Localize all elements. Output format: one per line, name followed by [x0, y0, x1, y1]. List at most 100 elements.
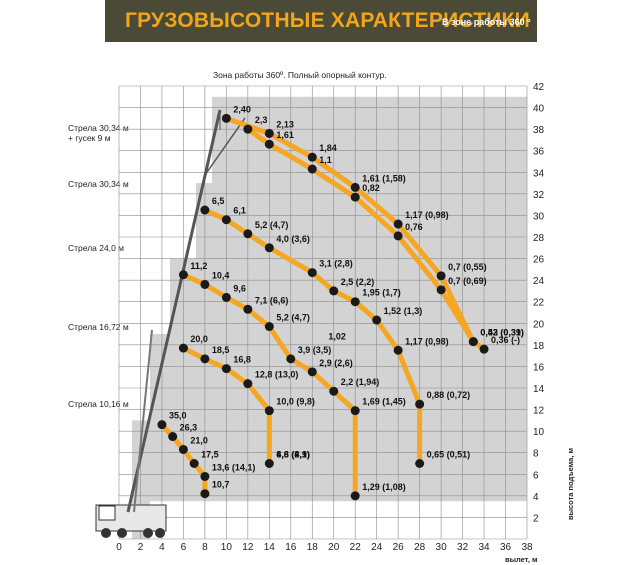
value-label: 5,2 (4,7) [276, 313, 310, 323]
value-label: 21,0 [190, 435, 208, 445]
boom-label-30: Стрела 30,34 м [68, 179, 129, 189]
y-tick-label: 12 [533, 406, 545, 417]
value-label: 2,5 (2,2) [341, 277, 375, 287]
value-label: 1,61 (1,58) [362, 173, 406, 183]
x-tick-label: 2 [138, 542, 144, 553]
data-point [350, 297, 360, 307]
value-label: 2,13 [276, 119, 294, 129]
value-label: 0,7 (0,69) [448, 276, 487, 286]
x-tick-label: 20 [328, 542, 340, 553]
work-zone-caption: Зона работы 360º. Полный опорный контур. [213, 70, 387, 80]
value-label: 1,84 [319, 143, 337, 153]
value-label: 6,5 [212, 196, 225, 206]
data-point [221, 364, 231, 374]
boom-label-30-jib: Стрела 30,34 м + гусек 9 м [68, 123, 129, 143]
x-tick-label: 32 [457, 542, 469, 553]
value-label: 0,7 (0,55) [448, 262, 487, 272]
x-tick-label: 10 [221, 542, 233, 553]
y-axis-label: высота подъема, м [566, 447, 575, 520]
data-point [329, 286, 339, 296]
value-label: 0,43 (0,31) [480, 328, 524, 338]
value-label: 10,7 [212, 480, 230, 490]
x-tick-label: 28 [414, 542, 426, 553]
y-tick-label: 32 [533, 190, 545, 201]
value-label: 1,1 [319, 155, 332, 165]
data-point [264, 459, 274, 468]
data-point [436, 285, 446, 295]
value-label: 12,8 (13,0) [255, 370, 299, 380]
data-point [178, 444, 188, 454]
x-tick-label: 4 [159, 542, 165, 553]
data-point [221, 113, 231, 123]
value-label: 7,1 (6,6) [255, 295, 289, 305]
boom-label-10: Стрела 10,16 м [68, 399, 129, 409]
data-point [393, 219, 403, 229]
data-point [200, 205, 210, 215]
value-label: 2,2 (1,94) [341, 377, 380, 387]
data-point [393, 231, 403, 241]
data-point [157, 420, 167, 430]
x-tick-label: 22 [350, 542, 362, 553]
data-point [415, 399, 425, 409]
data-point [264, 322, 274, 332]
crane-cab [98, 505, 116, 521]
chart-subtitle: В зоне работы 360 º [442, 17, 531, 27]
crane-wheel [117, 528, 127, 538]
y-tick-label: 26 [533, 255, 545, 266]
value-label: 0,36 (-) [491, 335, 520, 345]
data-point [178, 343, 188, 353]
data-point [189, 459, 199, 468]
x-tick-label: 6 [181, 542, 187, 553]
value-label: 1,69 (1,45) [362, 397, 406, 407]
value-label: 1,95 (1,7) [362, 288, 401, 298]
x-tick-label: 12 [242, 542, 254, 553]
value-label: 16,8 [233, 355, 251, 365]
value-label: 9,6 [233, 283, 246, 293]
y-tick-label: 4 [533, 492, 539, 503]
data-point [178, 270, 188, 280]
data-point [200, 354, 210, 364]
data-point [436, 271, 446, 281]
x-tick-label: 18 [307, 542, 319, 553]
value-label: 1,02 [328, 331, 346, 341]
data-point [264, 139, 274, 149]
value-label: 4,6 (4,1) [276, 450, 310, 460]
value-label: 35,0 [169, 411, 187, 421]
value-label: 1,17 (0,98) [405, 210, 449, 220]
value-label: 0,65 (0,51) [427, 450, 471, 460]
value-label: 0,88 (0,72) [427, 390, 471, 400]
axis-ticks: 0 2 4 6 8 10 12 14 16 18 20 22 24 26 28 30 32 34 36 3824681… [116, 82, 544, 553]
data-point [264, 406, 274, 416]
x-tick-label: 8 [202, 542, 208, 553]
data-point [372, 315, 382, 325]
y-tick-label: 24 [533, 276, 545, 287]
crane-wheel [155, 528, 165, 538]
data-point [200, 471, 210, 481]
value-label: 11,2 [190, 261, 207, 271]
y-tick-label: 10 [533, 427, 545, 438]
value-label: 17,5 [201, 450, 219, 460]
data-point [415, 459, 425, 468]
crane-jib [204, 117, 246, 176]
data-point [264, 243, 274, 253]
crane-wheel [143, 528, 153, 538]
value-label: 2,9 (2,6) [319, 358, 353, 368]
lower-panel [150, 501, 527, 539]
x-tick-label: 24 [371, 542, 383, 553]
boom-label-24: Стрела 24,0 м [68, 243, 124, 253]
y-tick-label: 2 [533, 513, 539, 524]
value-label: 13,6 (14,1) [212, 462, 256, 472]
value-label: 26,3 [180, 423, 198, 433]
data-point [243, 304, 253, 314]
value-label: 10,4 [212, 270, 230, 280]
data-point [221, 292, 231, 302]
value-label: 0,82 [362, 183, 380, 193]
crane-wheel [101, 528, 111, 538]
crane-boom [126, 109, 222, 513]
x-tick-label: 0 [116, 542, 122, 553]
value-label: 3,3 (2,9) [276, 450, 310, 460]
data-point [479, 344, 489, 354]
x-tick-label: 26 [393, 542, 405, 553]
data-point [200, 279, 210, 289]
value-label: 1,17 (0,98) [405, 336, 449, 346]
